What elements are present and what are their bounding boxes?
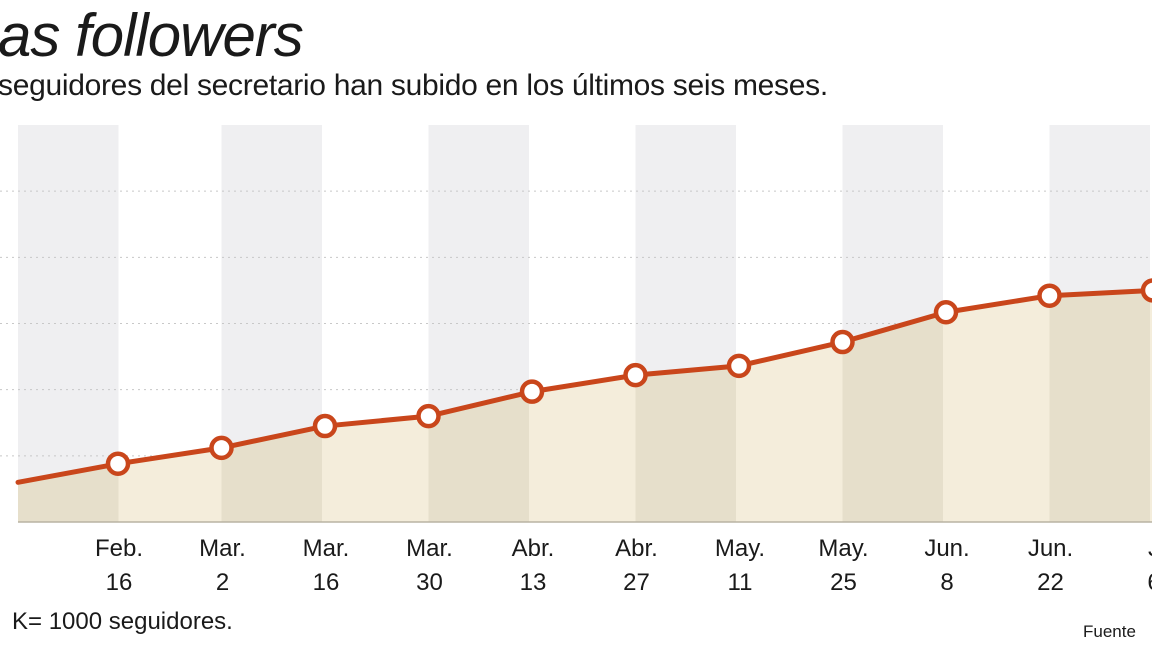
data-point [105,451,131,477]
x-tick-label-month: J [1148,535,1152,562]
x-tick-label-day: 16 [106,569,133,596]
x-tick-label-month: Mar. [406,535,453,562]
line-segment [840,309,949,345]
x-tick-label-month: Jun. [924,535,969,562]
unit-note: K= 1000 seguidores. [12,608,233,635]
x-tick-label-month: Abr. [615,535,658,562]
data-point [830,329,855,355]
area-band-overlay [842,313,943,522]
column-band [18,125,119,522]
data-point [312,413,338,439]
x-tick-label-month: Jun. [1028,535,1073,562]
x-tick-label-day: 8 [940,569,953,596]
line-segment [115,445,224,467]
line-segment [529,372,638,395]
line-segment [736,339,845,369]
line-segment [219,423,328,451]
data-point [933,300,959,325]
data-point [416,403,441,429]
series-line [15,287,1152,485]
data-point [1140,278,1152,303]
line-segment [322,413,431,429]
x-tick-label-day: 22 [1037,569,1064,596]
data-points [105,278,1152,477]
x-tick-label-day: 13 [520,569,547,596]
x-tick-label-month: May. [715,535,765,562]
line-segment [426,389,535,419]
source-credit: Fuente [1083,622,1136,641]
chart-subtitle: seguidores del secretario han subido en … [0,69,828,102]
data-point [209,435,234,461]
data-point [623,362,648,388]
area-shape [18,290,1152,522]
area-band-overlay [428,392,529,522]
x-tick-label-day: 11 [728,569,753,596]
area-band-overlay [635,366,736,522]
x-tick-label-month: Mar. [303,535,350,562]
data-point [519,379,545,404]
x-tick-label-day: 16 [313,569,340,596]
area-band-overlay [221,426,322,522]
data-point [1037,283,1062,308]
x-tick-label-month: May. [818,535,868,562]
x-tick-label-day: 6 [1147,569,1152,596]
data-point [726,353,752,379]
x-tick-label-month: Abr. [512,535,555,562]
x-tick-label-month: Feb. [95,535,143,562]
area-fill [18,290,1152,522]
x-tick-label-day: 27 [623,569,650,596]
line-segment [943,293,1052,315]
x-tick-label-day: 25 [830,569,857,596]
line-segment [1047,287,1152,299]
line-segment [633,363,742,378]
x-tick-label-day: 30 [416,569,443,596]
x-tick-label-month: Mar. [199,535,246,562]
x-tick-label-day: 2 [216,569,229,596]
x-axis-labels: Feb. 16 Mar. 2 Mar. 16 Mar. 30 Abr. 13 Abr. 27 May. 1… [95,535,1152,596]
area-band-overlay [1049,290,1150,522]
chart-title: as followers [0,2,304,69]
line-segment [15,461,121,485]
